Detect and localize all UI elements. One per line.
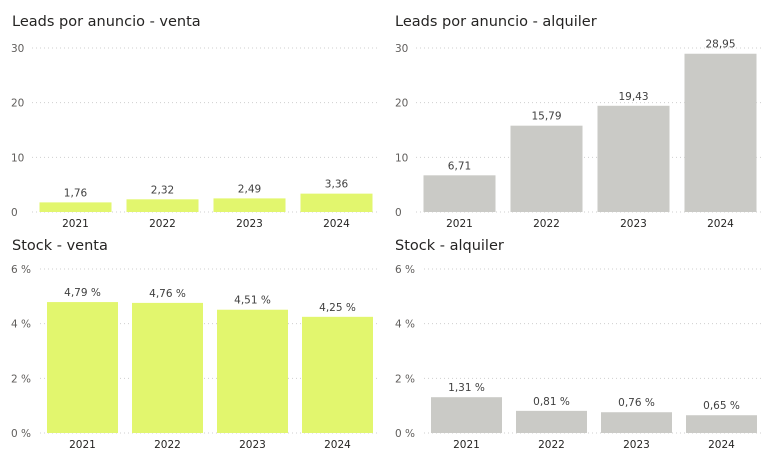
y-tick-label: 0 %	[11, 428, 31, 440]
x-tick-label: 2022	[533, 218, 560, 230]
data-label: 4,76 %	[149, 288, 186, 300]
data-label: 2,49	[238, 183, 261, 195]
y-tick-label: 6 %	[11, 264, 31, 276]
y-tick-label: 20	[395, 98, 408, 110]
data-label: 3,36	[325, 179, 349, 191]
bar-2021[interactable]	[39, 202, 112, 212]
data-label: 19,43	[618, 91, 648, 103]
bar-2024[interactable]	[686, 415, 757, 433]
chart-leads-venta: 0 10 20 30 1,76 2021 2,32 2022 2,49 2023 3,36 2024	[11, 43, 380, 230]
chart-stock-alquiler: 0 % 2 % 4 % 6 % 1,31 % 2021 0,81 % 2022 0,76 % 20…	[395, 264, 764, 451]
data-label: 0,76 %	[618, 397, 655, 409]
y-tick-label: 2 %	[11, 373, 31, 385]
x-tick-label: 2021	[446, 218, 473, 230]
x-tick-label: 2023	[239, 439, 266, 451]
bar-2021[interactable]	[431, 397, 502, 433]
x-tick-label: 2023	[620, 218, 647, 230]
y-tick-label: 0	[395, 207, 402, 219]
data-label: 6,71	[448, 160, 471, 172]
y-tick-label: 4 %	[11, 319, 31, 331]
x-tick-label: 2024	[323, 218, 350, 230]
chart-panel-leads-alquiler: Leads por anuncio - alquiler 0 10 20 30 6,71…	[384, 0, 768, 235]
x-tick-label: 2021	[62, 218, 89, 230]
y-tick-label: 20	[11, 98, 24, 110]
data-label: 1,76	[64, 187, 88, 199]
bar-2024[interactable]	[302, 316, 373, 433]
data-label: 15,79	[531, 111, 561, 123]
y-tick-label: 4 %	[395, 319, 415, 331]
chart-leads-alquiler: 0 10 20 30 6,71 2021 15,79 2022 19,43 2023 28,95 20…	[395, 39, 764, 230]
bar-2021[interactable]	[47, 302, 118, 433]
data-label: 4,51 %	[234, 295, 271, 307]
x-tick-label: 2022	[154, 439, 181, 451]
y-tick-label: 30	[11, 43, 24, 55]
data-label: 1,31 %	[448, 382, 485, 394]
chart-panel-stock-venta: Stock - venta 0 % 2 % 4 % 6 % 4,79 % 2021 4,76…	[0, 235, 384, 457]
data-label: 4,25 %	[319, 302, 356, 314]
data-label: 2,32	[151, 184, 174, 196]
bar-2023[interactable]	[601, 412, 672, 433]
bar-2022[interactable]	[126, 199, 199, 212]
bar-2021[interactable]	[423, 175, 496, 212]
bar-2022[interactable]	[510, 125, 583, 212]
bar-2024[interactable]	[684, 53, 757, 212]
bar-2023[interactable]	[213, 198, 286, 212]
chart-title-leads-venta: Leads por anuncio - venta	[12, 14, 201, 30]
x-tick-label: 2024	[707, 218, 734, 230]
y-tick-label: 10	[395, 152, 408, 164]
chart-stock-venta: 0 % 2 % 4 % 6 % 4,79 % 2021 4,76 % 2022 4,51 % 20…	[11, 264, 380, 451]
y-tick-label: 2 %	[395, 373, 415, 385]
y-tick-label: 6 %	[395, 264, 415, 276]
chart-title-stock-alquiler: Stock - alquiler	[395, 238, 504, 254]
data-label: 4,79 %	[64, 287, 101, 299]
x-tick-label: 2024	[324, 439, 351, 451]
y-tick-label: 0	[11, 207, 18, 219]
chart-title-leads-alquiler: Leads por anuncio - alquiler	[395, 14, 597, 30]
chart-panel-leads-venta: Leads por anuncio - venta 0 10 20 30 1,76 202…	[0, 0, 384, 235]
x-tick-label: 2021	[69, 439, 96, 451]
bar-2023[interactable]	[597, 105, 670, 212]
x-tick-label: 2023	[623, 439, 650, 451]
x-tick-label: 2022	[538, 439, 565, 451]
chart-title-stock-venta: Stock - venta	[12, 238, 108, 254]
bar-2022[interactable]	[516, 410, 587, 433]
bar-2022[interactable]	[132, 302, 203, 433]
x-tick-label: 2023	[236, 218, 263, 230]
x-tick-label: 2024	[708, 439, 735, 451]
y-tick-label: 0 %	[395, 428, 415, 440]
chart-panel-stock-alquiler: Stock - alquiler 0 % 2 % 4 % 6 % 1,31 % 2021 0…	[384, 235, 768, 457]
data-label: 0,65 %	[703, 400, 740, 412]
bar-2024[interactable]	[300, 193, 373, 212]
x-tick-label: 2021	[453, 439, 480, 451]
data-label: 0,81 %	[533, 396, 570, 408]
data-label: 28,95	[705, 39, 735, 51]
bar-2023[interactable]	[217, 309, 288, 433]
x-tick-label: 2022	[149, 218, 176, 230]
y-tick-label: 30	[395, 43, 408, 55]
y-tick-label: 10	[11, 152, 24, 164]
